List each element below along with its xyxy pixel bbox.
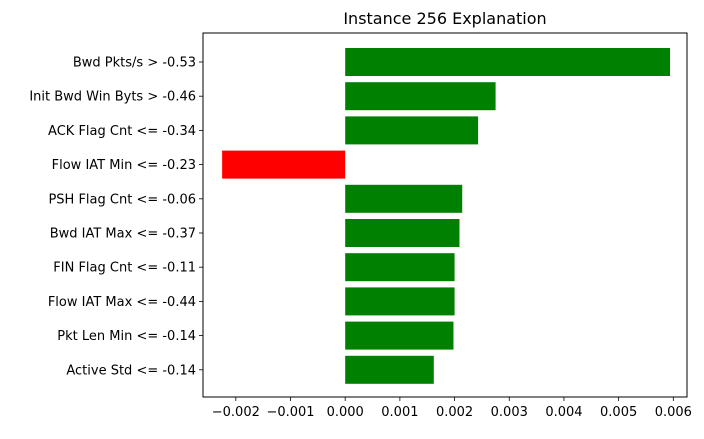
y-tick-label: Pkt Len Min <= -0.14	[57, 329, 196, 344]
chart-title: Instance 256 Explanation	[343, 9, 546, 28]
x-tick-label: 0.002	[436, 405, 473, 420]
x-ticks: −0.002 −0.001 0.000 0.001 0.002 0.003 0.004 0.0…	[212, 397, 692, 420]
bar	[345, 253, 455, 282]
y-tick-labels: Bwd Pkts/s > -0.53 Init Bwd Win Byts > -0…	[29, 56, 203, 378]
bar	[345, 219, 460, 247]
bar	[345, 321, 454, 350]
y-tick-label: Active Std <= -0.14	[66, 363, 196, 378]
x-tick-label: 0.006	[655, 405, 692, 420]
bar	[345, 48, 671, 76]
x-tick-label: 0.003	[491, 405, 528, 420]
bar	[345, 184, 463, 213]
x-tick-label: 0.004	[545, 405, 582, 420]
bars-group	[222, 48, 671, 384]
y-tick-label: Bwd IAT Max <= -0.37	[50, 227, 196, 242]
x-tick-label: 0.005	[600, 405, 637, 420]
plot-frame	[202, 32, 688, 398]
y-tick-label: FIN Flag Cnt <= -0.11	[53, 261, 196, 276]
y-tick-label: Flow IAT Min <= -0.23	[52, 158, 196, 173]
y-tick-label: Flow IAT Max <= -0.44	[48, 295, 196, 310]
y-tick-label: Bwd Pkts/s > -0.53	[73, 56, 196, 71]
y-tick-label: ACK Flag Cnt <= -0.34	[48, 124, 196, 139]
y-tick-label: PSH Flag Cnt <= -0.06	[48, 192, 196, 207]
x-tick-label: 0.000	[327, 405, 364, 420]
bar	[222, 150, 346, 179]
x-tick-label: −0.001	[266, 405, 314, 420]
bar	[345, 287, 455, 316]
y-tick-label: Init Bwd Win Byts > -0.46	[29, 90, 196, 105]
x-tick-label: 0.001	[381, 405, 418, 420]
bar	[345, 355, 434, 384]
bar	[345, 116, 479, 145]
bar	[345, 82, 496, 111]
x-tick-label: −0.002	[212, 405, 260, 420]
